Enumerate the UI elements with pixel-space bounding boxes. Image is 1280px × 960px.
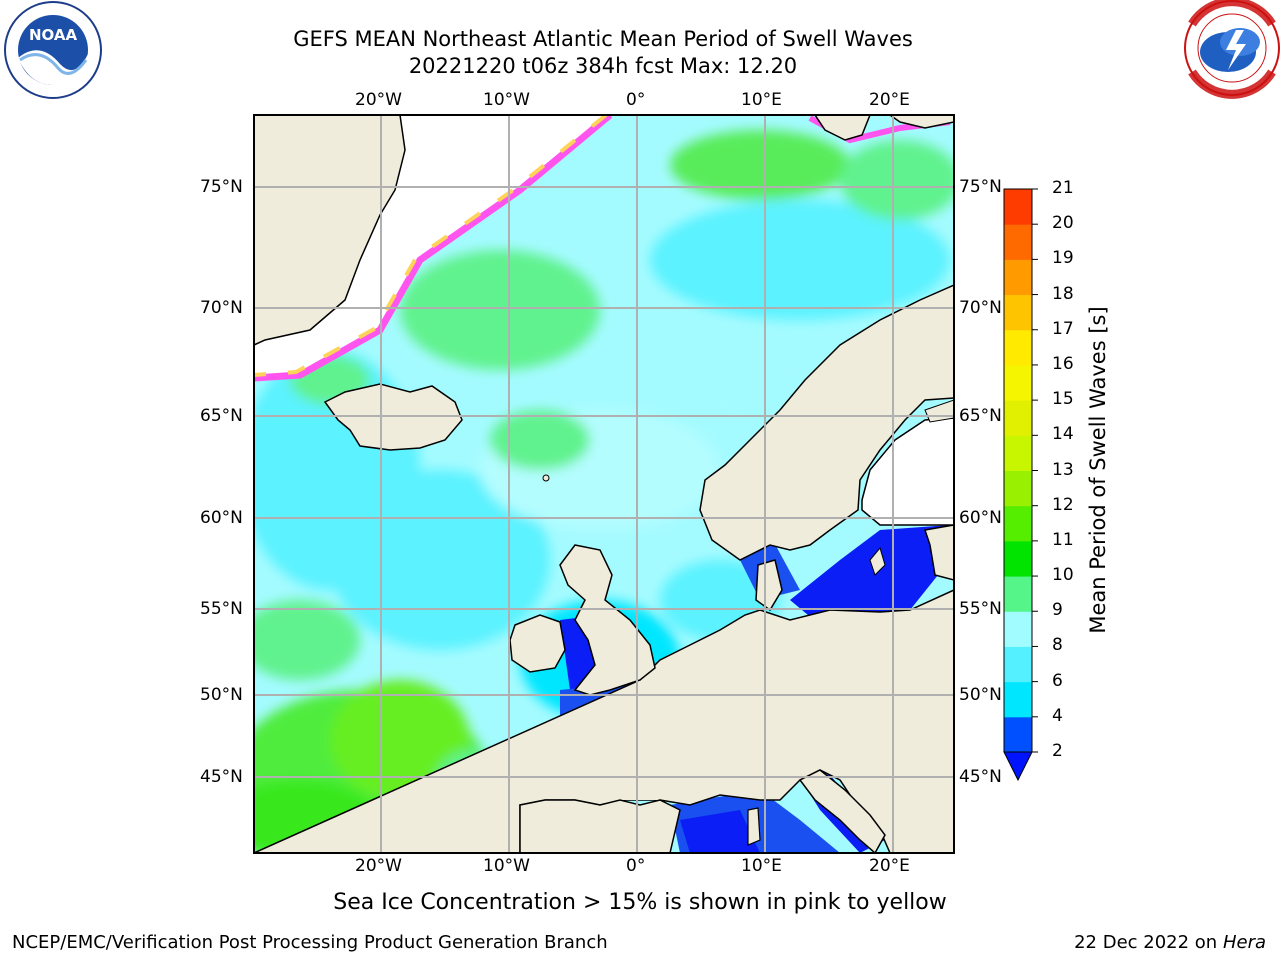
- lat-label-right-75n: 75°N: [959, 177, 1002, 197]
- colorbar-box: [1004, 576, 1032, 612]
- lat-label-right-45n: 45°N: [959, 767, 1002, 787]
- lon-label-bottom-20e: 20°E: [869, 856, 910, 876]
- lat-label-left-60n: 60°N: [200, 508, 243, 528]
- colorbar-tick-label: 21: [1052, 178, 1074, 198]
- lon-label-bottom-20w: 20°W: [355, 856, 402, 876]
- lat-label-right-65n: 65°N: [959, 406, 1002, 426]
- footer-host: Hera: [1222, 932, 1266, 953]
- lat-label-right-55n: 55°N: [959, 599, 1002, 619]
- nws-logo: [1184, 0, 1280, 99]
- colorbar-tick-label: 8: [1052, 635, 1063, 656]
- colorbar-box: [1004, 540, 1032, 577]
- colorbar-tick-label: 12: [1052, 494, 1074, 515]
- colorbar-tick-label: 16: [1052, 353, 1074, 374]
- colorbar-box: [1004, 716, 1032, 753]
- colorbar-box: [1004, 294, 1032, 331]
- colorbar-tick-label: 2: [1052, 741, 1063, 761]
- lon-label-bottom-0: 0°: [626, 856, 646, 876]
- lat-label-left-55n: 55°N: [200, 599, 243, 619]
- lon-label-top-0: 0°: [626, 90, 646, 110]
- lat-label-right-70n: 70°N: [959, 298, 1002, 318]
- colorbar: [1003, 188, 1038, 782]
- chart-subtitle: 20221220 t06z 384h fcst Max: 12.20: [408, 54, 798, 78]
- colorbar-tick-label: 20: [1052, 213, 1074, 234]
- colorbar-box: [1004, 646, 1032, 683]
- lat-label-right-60n: 60°N: [959, 508, 1002, 528]
- colorbar-tick-label: 9: [1052, 600, 1063, 621]
- colorbar-extend-arrow: [1003, 751, 1033, 782]
- footer-date: 22 Dec 2022 on Hera: [1074, 932, 1266, 953]
- colorbar-box: [1004, 470, 1032, 507]
- colorbar-box: [1004, 400, 1032, 436]
- colorbar-tick-label: 11: [1052, 529, 1074, 550]
- noaa-logo: NOAA: [4, 1, 102, 99]
- colorbar-box: [1004, 224, 1032, 260]
- colorbar-tick-label: 19: [1052, 248, 1074, 269]
- colorbar-box: [1004, 189, 1032, 225]
- lat-label-right-50n: 50°N: [959, 685, 1002, 705]
- colorbar-box: [1004, 364, 1032, 401]
- colorbar-tick-label: 13: [1052, 459, 1074, 480]
- lat-label-left-45n: 45°N: [200, 767, 243, 787]
- colorbar-tick-label: 10: [1052, 565, 1074, 586]
- footer-producer: NCEP/EMC/Verification Post Processing Pr…: [12, 932, 608, 953]
- colorbar-tick-label: 14: [1052, 424, 1074, 445]
- lat-label-left-65n: 65°N: [200, 406, 243, 426]
- lon-label-top-10e: 10°E: [741, 90, 782, 110]
- lat-label-left-70n: 70°N: [200, 298, 243, 318]
- colorbar-box: [1004, 329, 1032, 366]
- map-frame: [253, 114, 955, 854]
- colorbar-label: Mean Period of Swell Waves [s]: [1086, 306, 1110, 634]
- lon-label-top-10w: 10°W: [483, 90, 530, 110]
- graticule: [254, 115, 954, 853]
- colorbar-tick-label: 6: [1052, 670, 1063, 691]
- lat-label-left-75n: 75°N: [200, 177, 243, 197]
- noaa-logo-text: NOAA: [29, 26, 78, 44]
- chart-title: GEFS MEAN Northeast Atlantic Mean Period…: [293, 27, 913, 51]
- colorbar-box: [1004, 681, 1032, 718]
- colorbar-box: [1004, 611, 1032, 647]
- colorbar-tick-label: 4: [1052, 705, 1063, 726]
- lon-label-top-20e: 20°E: [869, 90, 910, 110]
- lat-label-left-50n: 50°N: [200, 685, 243, 705]
- colorbar-box: [1004, 259, 1032, 296]
- colorbar-tick-label: 18: [1052, 283, 1074, 304]
- colorbar-box: [1004, 505, 1032, 542]
- footer-date-text: 22 Dec 2022 on: [1074, 932, 1218, 953]
- colorbar-tick-label: 17: [1052, 318, 1074, 339]
- lon-label-top-20w: 20°W: [355, 90, 402, 110]
- colorbar-box: [1004, 435, 1032, 471]
- lon-label-bottom-10w: 10°W: [483, 856, 530, 876]
- lon-label-bottom-10e: 10°E: [741, 856, 782, 876]
- map-area: [254, 115, 954, 853]
- colorbar-tick-label: 15: [1052, 389, 1074, 410]
- sea-ice-caption: Sea Ice Concentration > 15% is shown in …: [333, 890, 947, 915]
